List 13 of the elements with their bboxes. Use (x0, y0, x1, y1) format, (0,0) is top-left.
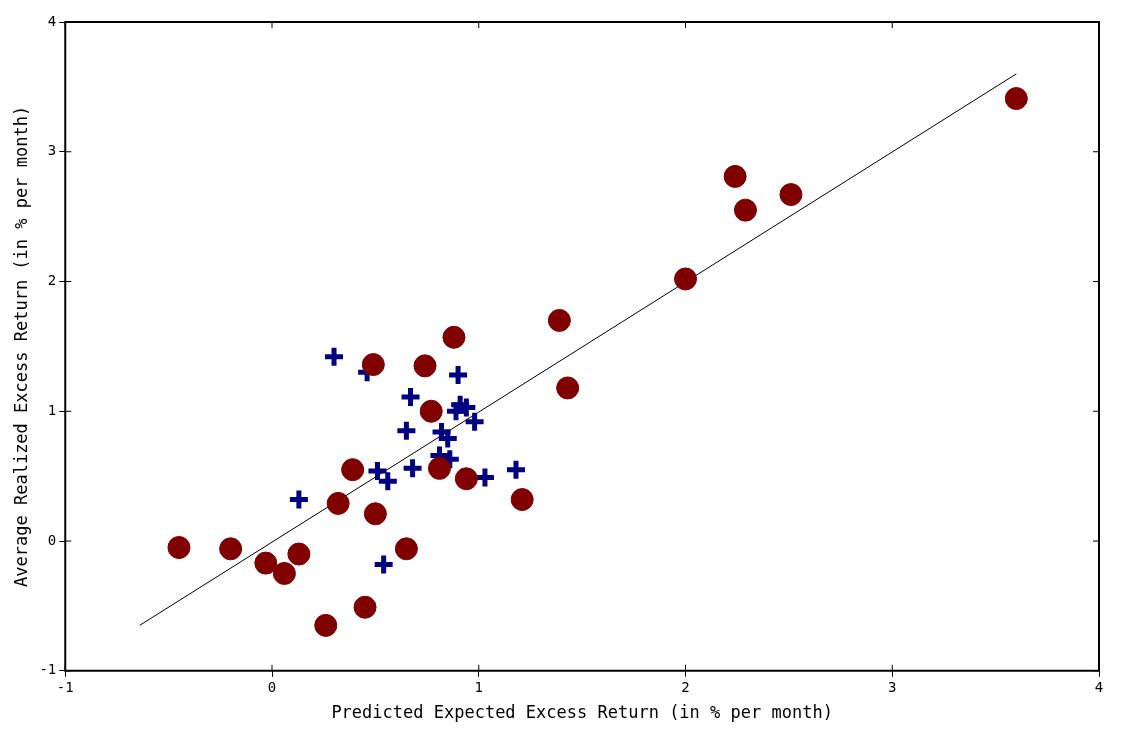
y-tick-label: 0 (47, 531, 57, 548)
x-tick-label: 2 (681, 678, 690, 695)
y-tick-label: 1 (47, 401, 57, 418)
x-tick-label: 4 (1094, 678, 1104, 695)
y-tick-label: -1 (39, 661, 57, 678)
x-tick-label: 1 (474, 678, 483, 695)
y-tick-label: 2 (47, 272, 57, 289)
x-tick-label: 3 (888, 678, 897, 695)
x-tick-label: 0 (267, 678, 277, 695)
y-axis-title: Average Realized Excess Return (in % per month) (10, 105, 31, 587)
y-tick-label: 3 (47, 142, 57, 159)
y-tick-label: 4 (47, 12, 57, 29)
x-axis-title: Predicted Expected Excess Return (in % per month) (331, 702, 833, 723)
